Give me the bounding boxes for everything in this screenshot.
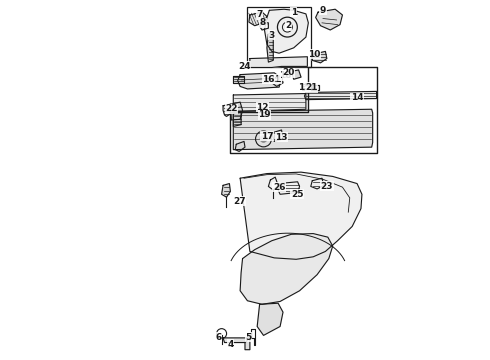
Polygon shape: [251, 329, 255, 345]
Text: 19: 19: [258, 111, 271, 120]
Bar: [247, 7, 311, 67]
Polygon shape: [221, 184, 230, 197]
Polygon shape: [235, 141, 245, 152]
Polygon shape: [240, 172, 362, 259]
Text: 24: 24: [238, 62, 251, 71]
Polygon shape: [230, 102, 243, 120]
Polygon shape: [316, 9, 343, 30]
Text: 14: 14: [351, 93, 364, 102]
Polygon shape: [311, 178, 324, 189]
Polygon shape: [223, 104, 230, 116]
Text: 3: 3: [269, 31, 275, 40]
Text: 4: 4: [227, 340, 234, 349]
Text: 8: 8: [260, 18, 266, 27]
Text: 2: 2: [286, 21, 292, 30]
Circle shape: [260, 135, 267, 143]
Polygon shape: [267, 32, 273, 62]
Polygon shape: [260, 23, 269, 30]
Text: 18: 18: [279, 71, 291, 80]
Polygon shape: [272, 130, 283, 141]
Text: 25: 25: [291, 190, 303, 199]
Text: 20: 20: [283, 68, 295, 77]
Polygon shape: [257, 303, 283, 336]
Polygon shape: [223, 338, 250, 350]
Polygon shape: [291, 70, 301, 79]
Text: 11: 11: [269, 75, 281, 84]
Text: 9: 9: [320, 6, 326, 15]
Polygon shape: [233, 112, 241, 126]
Polygon shape: [265, 9, 308, 53]
Polygon shape: [233, 94, 306, 111]
Text: 17: 17: [261, 132, 273, 141]
Polygon shape: [238, 73, 282, 89]
Polygon shape: [269, 177, 278, 190]
Text: 1: 1: [291, 8, 297, 17]
Text: 6: 6: [215, 333, 221, 342]
Polygon shape: [249, 12, 267, 26]
Text: 10: 10: [308, 50, 320, 59]
Polygon shape: [250, 57, 307, 67]
Text: 12: 12: [256, 103, 269, 112]
Polygon shape: [312, 51, 327, 63]
Polygon shape: [301, 84, 311, 90]
Text: 27: 27: [233, 197, 245, 206]
Polygon shape: [233, 76, 244, 83]
Text: 7: 7: [256, 10, 263, 19]
Polygon shape: [272, 76, 283, 86]
Text: 26: 26: [273, 183, 285, 192]
Text: 15: 15: [298, 83, 311, 92]
Text: 21: 21: [305, 83, 318, 92]
Polygon shape: [304, 91, 376, 100]
Polygon shape: [278, 182, 299, 194]
Polygon shape: [233, 109, 373, 150]
Text: 22: 22: [225, 104, 238, 113]
Polygon shape: [312, 85, 319, 90]
Text: 5: 5: [245, 333, 251, 342]
Text: 23: 23: [320, 182, 333, 191]
Text: 16: 16: [262, 75, 274, 84]
Text: 13: 13: [275, 132, 288, 141]
Polygon shape: [240, 234, 333, 304]
